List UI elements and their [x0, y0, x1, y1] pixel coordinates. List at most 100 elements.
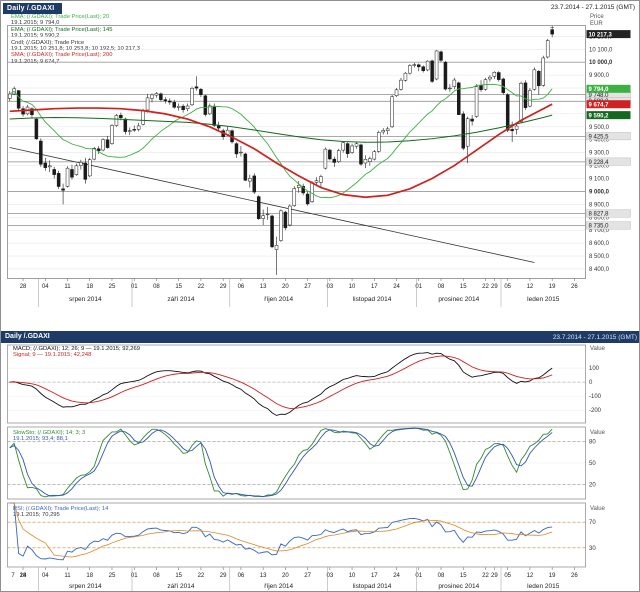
svg-text:8 800,0: 8 800,0 — [589, 215, 610, 221]
svg-text:06: 06 — [238, 573, 245, 579]
slowsto-panel: 80 50 20 — [7, 426, 596, 500]
svg-text:říjen 2014: říjen 2014 — [264, 296, 293, 303]
svg-text:8 700,0: 8 700,0 — [589, 228, 610, 234]
svg-text:05: 05 — [504, 573, 511, 579]
price-axis-title-line1: Price — [590, 14, 604, 20]
svg-text:13: 13 — [260, 284, 267, 290]
svg-text:12: 12 — [527, 573, 534, 579]
candlesticks — [7, 29, 554, 275]
svg-text:srpen 2014: srpen 2014 — [69, 583, 102, 590]
svg-text:19: 19 — [549, 284, 556, 290]
svg-text:9 425,5: 9 425,5 — [589, 134, 610, 140]
svg-text:15: 15 — [460, 573, 467, 579]
svg-text:9 000,0: 9 000,0 — [589, 189, 610, 195]
svg-text:08: 08 — [153, 284, 160, 290]
svg-text:9 228,4: 9 228,4 — [589, 160, 610, 166]
legend-line: EMA; (/.GDAXI); Trade Price(Last); 20 — [11, 14, 110, 20]
svg-text:70: 70 — [589, 520, 596, 526]
svg-text:22: 22 — [482, 284, 489, 290]
price-axis-title-line2: EUR — [590, 20, 603, 27]
svg-text:26: 26 — [571, 284, 578, 290]
svg-text:19: 19 — [549, 573, 556, 579]
plot-border — [7, 25, 586, 279]
svg-text:29: 29 — [491, 284, 498, 290]
svg-text:8 400,0: 8 400,0 — [589, 267, 610, 273]
svg-text:29: 29 — [491, 573, 498, 579]
main-title-bar: Daily /.GDAXI — [3, 3, 63, 14]
svg-text:04: 04 — [42, 284, 49, 290]
svg-text:22: 22 — [482, 573, 489, 579]
price-axis-title: Price EUR — [590, 14, 604, 27]
svg-text:08: 08 — [438, 573, 445, 579]
svg-text:28: 28 — [20, 573, 27, 579]
svg-text:13: 13 — [260, 573, 267, 579]
svg-text:28: 28 — [20, 284, 27, 290]
svg-text:29: 29 — [220, 284, 227, 290]
svg-text:9 100,0: 9 100,0 — [589, 176, 610, 182]
svg-text:17: 17 — [371, 573, 378, 579]
stochastic-axis-title: Value — [590, 430, 605, 436]
svg-text:prosinec 2014: prosinec 2014 — [438, 296, 479, 303]
svg-text:září 2014: září 2014 — [167, 583, 194, 590]
svg-text:08: 08 — [438, 284, 445, 290]
svg-text:27: 27 — [304, 284, 311, 290]
svg-text:18: 18 — [86, 284, 93, 290]
svg-text:27: 27 — [304, 573, 311, 579]
svg-text:listopad 2014: listopad 2014 — [353, 296, 392, 303]
svg-text:9 748,0: 9 748,0 — [589, 93, 610, 99]
svg-text:15: 15 — [460, 284, 467, 290]
price-axis-markers: 9 590,2 9 674,7 9 794,0 10 217,3 — [586, 30, 631, 119]
svg-text:18: 18 — [86, 573, 93, 579]
svg-text:06: 06 — [238, 284, 245, 290]
svg-text:24: 24 — [393, 573, 400, 579]
rsi-axis-title: Value — [590, 506, 605, 512]
svg-text:17: 17 — [371, 284, 378, 290]
svg-text:80: 80 — [589, 439, 596, 445]
svg-text:říjen 2014: říjen 2014 — [264, 583, 293, 590]
svg-text:11: 11 — [64, 284, 71, 290]
main-chart-canvas[interactable]: 10 200,010 100,010 000,09 900,09 800,09 … — [7, 25, 637, 325]
svg-text:9 200,0: 9 200,0 — [589, 164, 610, 170]
svg-text:26: 26 — [571, 573, 578, 579]
svg-text:8 600,0: 8 600,0 — [589, 241, 610, 247]
main-x-axis: 28 04 11 18 25 01 08 15 22 29 06 13 20 27 03 10 17 24 01 08… — [20, 278, 578, 307]
svg-text:03: 03 — [327, 573, 334, 579]
indicator-chart-title: Daily /.GDAXI — [5, 333, 50, 340]
svg-text:9 590,2: 9 590,2 — [589, 113, 610, 119]
svg-text:22: 22 — [198, 573, 205, 579]
svg-text:08: 08 — [153, 573, 160, 579]
indicator-date-range: 23.7.2014 - 27.1.2015 (GMT) — [552, 333, 637, 341]
svg-text:22: 22 — [198, 284, 205, 290]
trendline[interactable] — [9, 147, 535, 263]
svg-text:10 100,0: 10 100,0 — [589, 47, 613, 53]
svg-text:9 500,0: 9 500,0 — [589, 125, 610, 131]
svg-text:prosinec 2014: prosinec 2014 — [438, 583, 479, 590]
svg-text:01: 01 — [131, 573, 138, 579]
svg-text:9 674,7: 9 674,7 — [589, 102, 610, 108]
svg-text:9 300,0: 9 300,0 — [589, 151, 610, 157]
svg-text:11: 11 — [64, 573, 71, 579]
svg-text:7: 7 — [11, 573, 15, 579]
svg-text:03: 03 — [327, 284, 334, 290]
svg-text:15: 15 — [175, 573, 182, 579]
svg-text:01: 01 — [415, 284, 422, 290]
main-date-range: 23.7.2014 - 27.1.2015 (GMT) — [550, 4, 635, 11]
svg-text:listopad 2014: listopad 2014 — [353, 583, 392, 590]
svg-text:12: 12 — [527, 284, 534, 290]
svg-text:25: 25 — [109, 284, 116, 290]
macd-panel: 100 0 -100 -200 — [7, 344, 602, 424]
svg-text:29: 29 — [220, 573, 227, 579]
rsi-panel: 70 30 — [7, 502, 596, 568]
svg-text:50: 50 — [589, 461, 596, 467]
svg-text:leden 2015: leden 2015 — [527, 583, 560, 590]
macd-axis-title: Value — [590, 346, 605, 352]
svg-text:05: 05 — [504, 284, 511, 290]
svg-text:20: 20 — [589, 483, 596, 489]
svg-text:9 400,0: 9 400,0 — [589, 138, 610, 144]
svg-text:15: 15 — [175, 284, 182, 290]
svg-text:srpen 2014: srpen 2014 — [69, 296, 102, 303]
svg-text:0: 0 — [589, 380, 593, 386]
